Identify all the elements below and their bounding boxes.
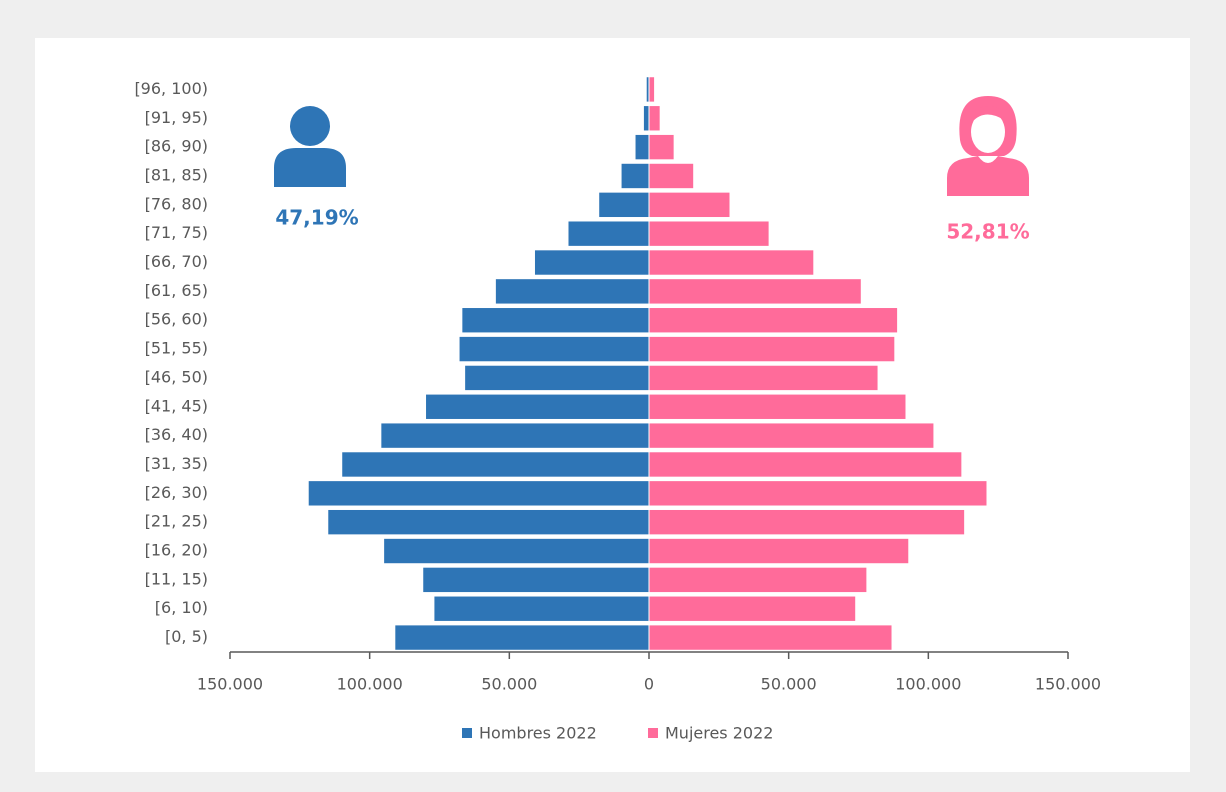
annotation: 52,81% — [946, 220, 1029, 244]
category-label: [41, 45) — [145, 396, 208, 415]
bar — [433, 595, 650, 622]
bar — [394, 624, 650, 651]
bar — [648, 307, 899, 334]
bar — [648, 595, 857, 622]
legend-swatch — [648, 728, 658, 738]
bar — [642, 105, 650, 132]
category-label: [11, 15) — [145, 569, 208, 588]
bar — [307, 480, 650, 507]
bar — [648, 393, 907, 420]
x-tick-label: 0 — [644, 675, 654, 694]
bar — [648, 508, 966, 536]
bar — [648, 537, 910, 565]
bar — [598, 191, 650, 219]
category-label: [96, 100) — [134, 79, 208, 98]
category-label: [36, 40) — [145, 425, 208, 444]
legend-swatch — [462, 728, 472, 738]
category-label: [86, 90) — [145, 137, 208, 156]
x-tick-label: 100.000 — [895, 675, 961, 694]
category-label: [0, 5) — [165, 627, 208, 646]
category-label: [66, 70) — [145, 252, 208, 271]
bar — [648, 364, 879, 392]
bar — [648, 191, 731, 219]
bar — [620, 162, 650, 190]
category-label: [51, 55) — [145, 339, 208, 358]
woman-icon — [947, 96, 1029, 196]
bar — [648, 451, 963, 478]
bar — [648, 105, 661, 132]
bar — [648, 133, 675, 161]
bar — [422, 566, 650, 594]
x-tick-label: 150.000 — [197, 675, 263, 694]
category-label: [71, 75) — [145, 223, 208, 242]
bar — [648, 422, 935, 449]
bar — [567, 220, 650, 247]
category-label: [61, 65) — [145, 281, 208, 300]
x-tick-label: 100.000 — [337, 675, 403, 694]
category-label: [81, 85) — [145, 165, 208, 184]
category-label: [46, 50) — [145, 367, 208, 386]
bar — [425, 393, 650, 420]
category-label: [16, 20) — [145, 541, 208, 560]
bar — [648, 162, 695, 190]
bar — [533, 249, 650, 276]
annotation: 47,19% — [275, 206, 358, 230]
bar — [648, 249, 815, 276]
bar — [494, 278, 650, 305]
category-label: [76, 80) — [145, 194, 208, 213]
bar — [634, 133, 650, 161]
bar — [464, 364, 650, 392]
category-label: [31, 35) — [145, 454, 208, 473]
category-label: [21, 25) — [145, 512, 208, 531]
bar — [648, 76, 656, 103]
x-tick-label: 50.000 — [481, 675, 537, 694]
bar — [648, 335, 896, 363]
bar — [648, 278, 862, 305]
category-label: [6, 10) — [155, 598, 208, 617]
bar — [648, 624, 893, 651]
bar — [380, 422, 650, 449]
x-tick-label: 150.000 — [1035, 675, 1101, 694]
legend-label: Mujeres 2022 — [665, 724, 773, 743]
bar — [648, 220, 770, 247]
x-tick-label: 50.000 — [761, 675, 817, 694]
bar — [461, 307, 650, 334]
category-label: [56, 60) — [145, 310, 208, 329]
bar — [327, 508, 650, 536]
bar — [458, 335, 650, 363]
category-label: [91, 95) — [145, 108, 208, 127]
bar — [648, 566, 868, 594]
legend-label: Hombres 2022 — [479, 724, 597, 743]
bar — [648, 480, 988, 507]
bar — [383, 537, 650, 565]
bar — [341, 451, 650, 478]
category-label: [26, 30) — [145, 483, 208, 502]
man-icon — [274, 106, 346, 187]
